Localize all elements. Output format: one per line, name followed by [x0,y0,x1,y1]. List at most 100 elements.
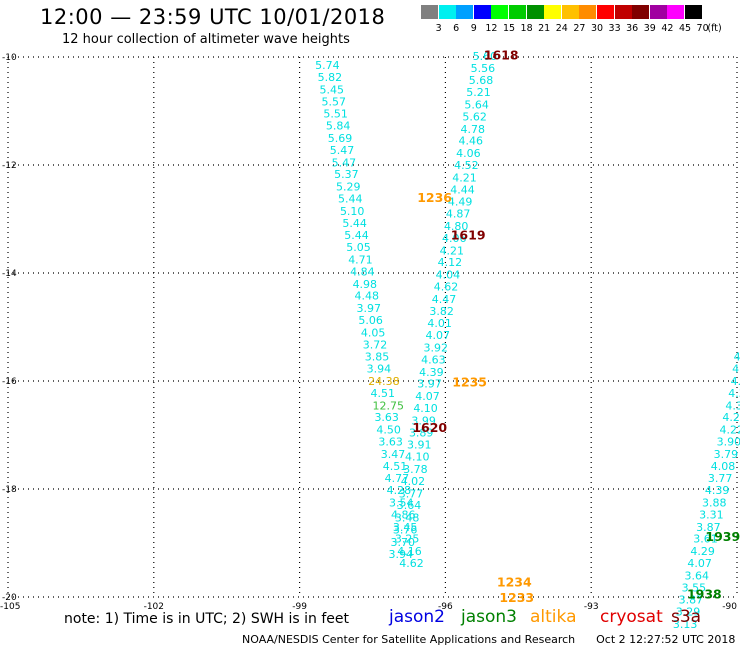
wave-height-value: 3.88 [702,497,727,510]
color-scale-swatch [456,5,474,19]
wave-height-value: 4.33 [725,399,740,412]
credit-text: NOAA/NESDIS Center for Satellite Applica… [242,633,576,646]
wave-height-value: 4.47 [432,293,457,306]
color-scale-label: 70 [696,23,709,34]
wave-height-value: 3.79 [714,448,739,461]
color-scale-swatch [579,5,597,19]
color-scale-label: 15 [502,23,516,34]
wave-height-value: 3.76 [393,524,418,537]
pass-time-label: 1618 [484,47,519,62]
color-scale-swatch [614,5,632,19]
wave-height-value: 5.56 [471,62,496,75]
wave-height-value: 4.06 [442,232,467,245]
wave-height-value: 4.51 [371,387,396,400]
wave-height-value: 5.57 [321,95,346,108]
color-scale-label: 21 [538,23,551,34]
wave-height-value: 3.87 [696,521,721,534]
wave-height-value: 4.16 [397,545,422,558]
color-scale-label: 45 [678,23,692,34]
color-scale-label: 36 [626,23,639,34]
wave-height-value: 4.52 [454,159,479,172]
wave-height-value: 3.72 [363,338,388,351]
wave-height-value: 4.87 [446,208,471,221]
color-scale-label: 39 [643,23,656,34]
color-scale-swatch [544,5,562,19]
satellite-jason2: jason2 [389,607,445,627]
color-scale-label: 6 [453,23,460,34]
wave-height-value: 4.28 [387,484,412,497]
wave-height-value: 5.84 [326,120,351,133]
wave-height-value: 4.04 [436,269,461,282]
wave-height-value: 4.39 [705,484,730,497]
y-tick-label: -20 [2,593,17,603]
wave-height-value: 4.63 [421,353,446,366]
wave-height-value: 4.08 [711,460,736,473]
wave-height-value: 3.45 [393,521,418,534]
wave-height-value: 4.07 [425,329,450,342]
wave-height-value: 4.98 [353,278,378,291]
wave-height-value: 5.47 [330,144,355,157]
wave-height-value: 3.13 [673,618,698,631]
wave-height-value: 3.64 [685,569,710,582]
wave-height-value: 4.48 [355,290,380,303]
wave-height-value: 5.68 [469,74,494,87]
wave-height-value: 5.62 [462,110,487,123]
wave-height-value: 3.97 [356,302,381,315]
color-scale-label: 27 [573,23,586,34]
wave-height-value: 4.71 [348,254,373,267]
x-tick-label: -96 [438,602,453,612]
color-scale-label: 33 [608,23,621,34]
wave-height-value: 4.44 [450,183,475,196]
timestamp-text: Oct 2 12:27:52 UTC 2018 [596,633,736,646]
pass-time-label: 1233 [499,590,534,605]
wave-height-value: 4.80 [444,220,469,233]
wave-height-value: 3.94 [389,548,414,561]
color-scale-label: 30 [590,23,604,34]
wave-height-value: 4.21 [440,244,465,257]
wave-height-value: 4.10 [405,451,430,464]
color-scale-swatch [597,5,614,19]
wave-height-value: 5.44 [344,229,369,242]
satellite-altika: altika [530,607,577,627]
wave-height-value: 3.90 [717,435,740,448]
wave-height-value: 5.06 [358,314,383,327]
wave-height-value: 4.62 [399,557,424,570]
wave-height-value: 5.44 [338,192,363,205]
wave-height-value: 4.29 [690,545,715,558]
wave-height-value: 4.10 [413,402,438,415]
wave-height-value: 4.49 [448,196,473,209]
wave-height-value: 4.39 [419,366,444,379]
x-tick-label: -93 [584,602,599,612]
pass-time-label: 1234 [497,574,532,589]
wave-height-value: 5.21 [466,86,491,99]
wave-height-value: 12.75 [373,399,405,412]
wave-height-value: 3.55 [682,581,707,594]
wave-height-value: 4.77 [385,472,410,485]
wave-height-value: 4.07 [687,557,712,570]
wave-height-value: 4.02 [401,475,426,488]
x-tick-label: -90 [722,602,737,612]
wave-height-value: 5.47 [332,156,357,169]
wave-height-value: 3.64 [397,499,422,512]
wave-height-value: 3.85 [365,351,390,364]
wave-height-value: 4.86 [391,508,416,521]
color-scale-swatch [509,5,526,19]
color-scale-label: 3 [435,23,442,34]
wave-height-value: 5.69 [328,132,353,145]
y-tick-label: -16 [2,377,17,387]
wave-height-value: 4.50 [376,424,401,437]
wave-height-value: 3.99 [411,414,436,427]
wave-height-value: 4.12 [438,256,463,269]
wave-height-value: 3.47 [381,448,406,461]
wave-height-value: 5.44 [342,217,367,230]
wave-height-value: 3.97 [417,378,442,391]
wave-height-value: 3.63 [378,435,403,448]
footer-credit: NOAA/NESDIS Center for Satellite Applica… [242,633,735,646]
x-tick-label: -102 [144,602,164,612]
wave-height-value: 3.25 [395,533,420,546]
wave-height-value: 3.89 [409,426,434,439]
y-tick-label: -18 [2,485,17,495]
color-scale-swatch [667,5,685,19]
wave-height-value: 3.77 [399,487,424,500]
wave-height-value: 4. [732,363,740,376]
